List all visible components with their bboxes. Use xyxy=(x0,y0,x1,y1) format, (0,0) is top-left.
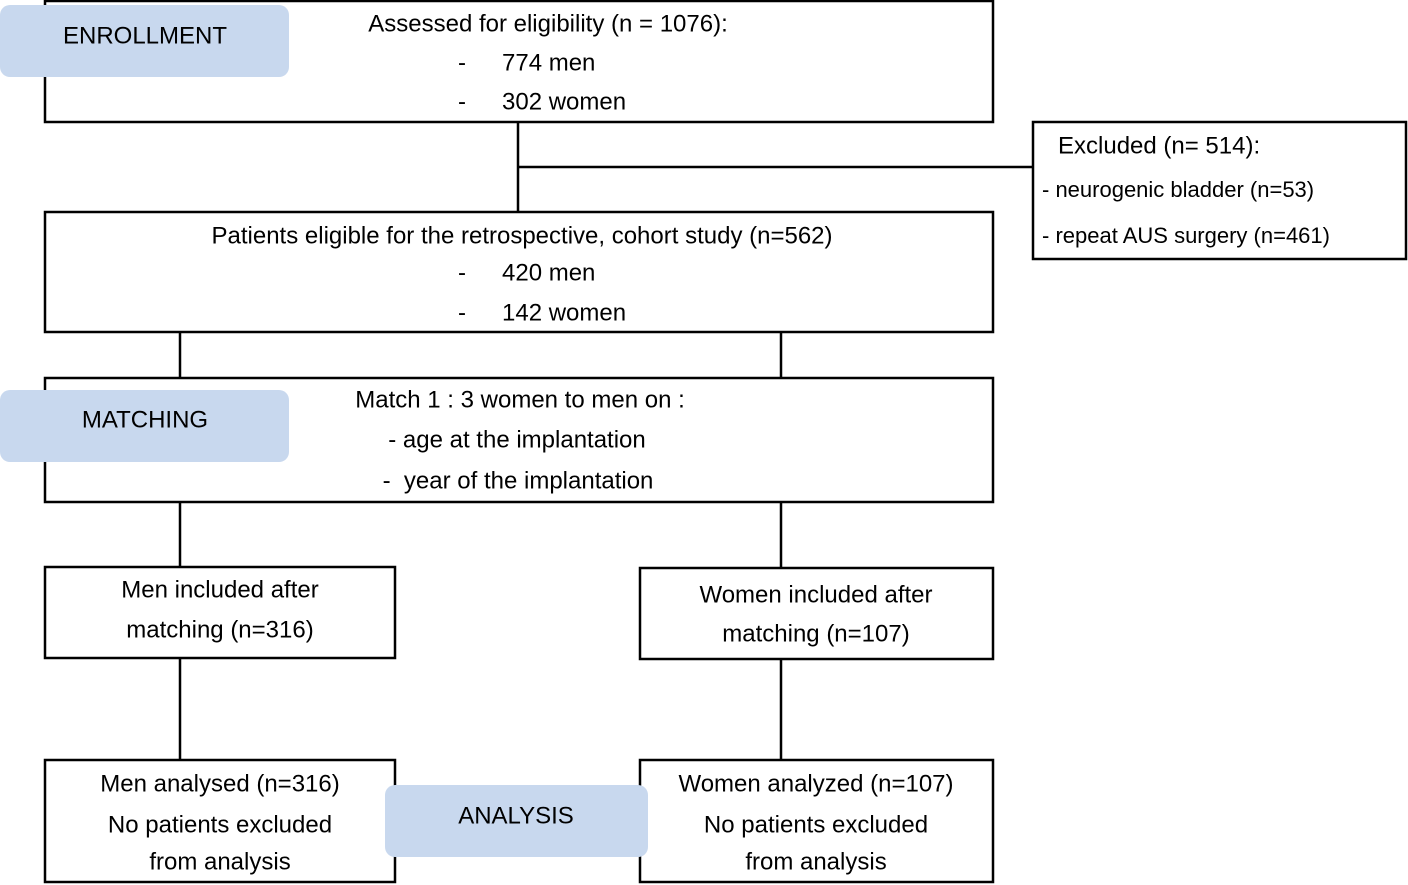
box-text: matching (n=316) xyxy=(126,616,313,643)
box-title: Match 1 : 3 women to men on : xyxy=(355,386,685,413)
bullet: - xyxy=(458,299,466,326)
box-text: No patients excluded xyxy=(108,811,332,838)
men-analysed-box xyxy=(43,758,397,884)
stage-label: ENROLLMENT xyxy=(63,22,227,49)
box-text: Women included after xyxy=(699,581,932,608)
box-title: Assessed for eligibility (n = 1076): xyxy=(368,10,728,37)
stage-label-bg xyxy=(0,390,289,462)
list-item: - age at the implantation xyxy=(388,426,646,453)
men-included-box xyxy=(43,565,397,660)
box-title: Patients eligible for the retrospective,… xyxy=(212,222,833,249)
excluded-box xyxy=(1031,120,1408,261)
bullet: - xyxy=(458,88,466,115)
box-title: Excluded (n= 514): xyxy=(1058,132,1260,159)
stage-label-bg xyxy=(0,5,289,77)
box-text: from analysis xyxy=(149,848,290,875)
box-text: from analysis xyxy=(745,848,886,875)
list-item: 774 men xyxy=(502,49,595,76)
women-included-box xyxy=(638,566,995,661)
bullet: - xyxy=(458,49,466,76)
box-text: matching (n=107) xyxy=(722,620,909,647)
list-item: 302 women xyxy=(502,88,626,115)
box-text: Women analyzed (n=107) xyxy=(678,770,953,797)
list-item: 420 men xyxy=(502,259,595,286)
list-item: - repeat AUS surgery (n=461) xyxy=(1042,223,1330,248)
box-text: No patients excluded xyxy=(704,811,928,838)
list-item: - neurogenic bladder (n=53) xyxy=(1042,177,1314,202)
eligible-box xyxy=(43,210,995,334)
women-analyzed-box xyxy=(638,758,995,884)
stage-label: MATCHING xyxy=(82,406,208,433)
box-text: Men analysed (n=316) xyxy=(100,770,339,797)
stage-label: ANALYSIS xyxy=(458,802,574,829)
list-item: - year of the implantation xyxy=(383,467,654,494)
list-item: 142 women xyxy=(502,299,626,326)
box-text: Men included after xyxy=(121,576,318,603)
bullet: - xyxy=(458,259,466,286)
stage-label-bg xyxy=(385,785,648,857)
